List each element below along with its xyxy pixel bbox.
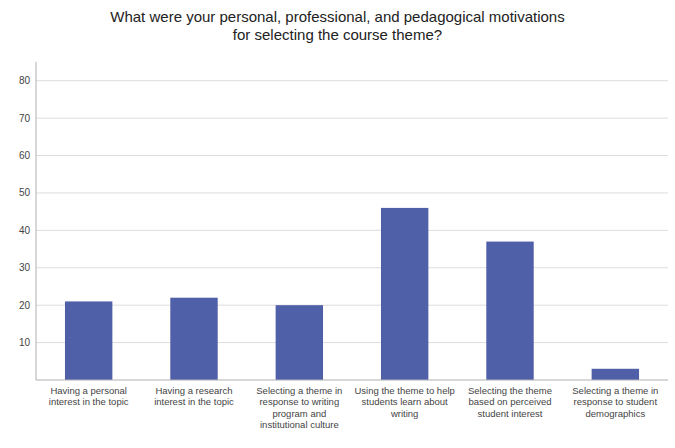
- y-tick-label: 10: [19, 337, 31, 348]
- bar: [170, 298, 217, 380]
- grid-line: [36, 155, 668, 156]
- bar: [276, 305, 323, 380]
- grid-line: [36, 192, 668, 193]
- x-tick-label: Using the theme to helpstudents learn ab…: [354, 385, 454, 419]
- y-axis-line: [36, 62, 37, 380]
- y-tick-label: 70: [19, 113, 31, 124]
- x-tick-label: Selecting a theme inresponse to studentd…: [572, 385, 658, 419]
- grid-line: [36, 267, 668, 268]
- x-tick-label: Having a personalinterest in the topic: [49, 385, 129, 407]
- y-tick-label: 40: [19, 225, 31, 236]
- y-tick-label: 80: [19, 75, 31, 86]
- x-tick-label: Selecting a theme inresponse to writingp…: [256, 385, 342, 430]
- bar: [381, 208, 428, 380]
- bar: [592, 369, 639, 380]
- chart-container: What were your personal, professional, a…: [0, 0, 675, 448]
- grid-line: [36, 305, 668, 306]
- bar: [486, 242, 533, 380]
- y-tick-label: 20: [19, 300, 31, 311]
- grid-line: [36, 230, 668, 231]
- title: What were your personal, professional, a…: [110, 8, 564, 43]
- bars: [65, 208, 639, 380]
- grid-line: [36, 342, 668, 343]
- grid-line: [36, 118, 668, 119]
- x-tick-label: Selecting the themebased on perceivedstu…: [468, 385, 552, 419]
- y-tick-label: 50: [19, 187, 31, 198]
- grid-line: [36, 80, 668, 81]
- x-axis-line: [36, 380, 668, 381]
- x-tick-label: Having a researchinterest in the topic: [154, 385, 234, 407]
- chart: What were your personal, professional, a…: [0, 0, 675, 448]
- y-tick-label: 30: [19, 262, 31, 273]
- y-tick-label: 60: [19, 150, 31, 161]
- grid: [36, 81, 668, 343]
- bar: [65, 301, 112, 380]
